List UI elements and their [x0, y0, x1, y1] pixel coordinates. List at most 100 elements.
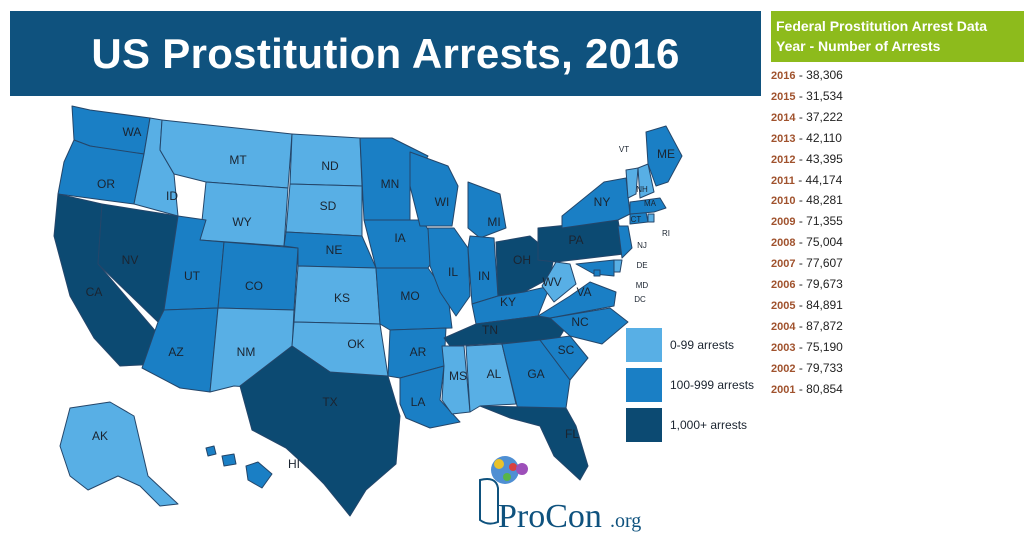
legend-label: 100-999 arrests [670, 378, 754, 392]
arrest-year: 2013 [771, 132, 796, 145]
legend-swatch [626, 408, 662, 442]
state-wv [541, 261, 577, 303]
page-title: US Prostitution Arrests, 2016 [91, 29, 680, 77]
state-al [465, 343, 517, 413]
arrest-year: 2011 [771, 174, 795, 187]
state-ri [647, 213, 655, 223]
state-label-vt: VT [619, 145, 629, 154]
state-label-pa: PA [568, 233, 583, 247]
state-label-wv: WV [542, 275, 561, 289]
row-separator: - [795, 130, 807, 145]
arrest-row: 2009 - 71,355 [771, 212, 1024, 233]
row-separator: - [795, 68, 807, 82]
state-label-hi: HI [288, 457, 300, 471]
arrest-count: 43,395 [806, 151, 843, 166]
arrest-count: 75,190 [806, 339, 843, 354]
arrest-year: 2015 [771, 90, 796, 103]
state-label-wy: WY [232, 215, 251, 229]
state-wi [409, 151, 459, 227]
state-label-ne: NE [326, 243, 343, 257]
arrest-row: 2011 - 44,174 [771, 171, 1024, 192]
state-md [575, 259, 615, 277]
arrest-count: 84,891 [806, 297, 843, 312]
state-label-ga: GA [527, 367, 544, 381]
state-label-nm: NM [237, 345, 256, 359]
state-label-me: ME [657, 147, 675, 161]
arrest-year: 2010 [771, 195, 796, 208]
us-map: WA OR CA NV ID MT WY UT CO AZ NM ND SD NE KS OK TX MN IA MO… [10, 96, 765, 550]
state-label-sd: SD [320, 199, 337, 213]
state-ak [59, 401, 179, 507]
arrest-row: 2003 - 75,190 [771, 338, 1024, 359]
row-separator: - [794, 172, 806, 187]
state-label-mi: MI [487, 215, 500, 229]
state-dc [593, 269, 601, 277]
row-separator: - [795, 297, 807, 312]
row-separator: - [795, 277, 807, 292]
arrest-row: 2010 - 48,281 [771, 191, 1024, 212]
arrest-year: 2002 [771, 362, 796, 375]
arrest-count: 31,534 [806, 88, 843, 103]
state-label-al: AL [487, 367, 502, 381]
state-label-or: OR [97, 177, 115, 191]
state-ma [629, 197, 667, 215]
arrest-year: 2008 [771, 237, 796, 250]
state-mo [375, 267, 453, 331]
state-label-wa: WA [123, 125, 142, 139]
state-de [613, 259, 623, 273]
arrest-row: 2006 - 79,673 [771, 275, 1024, 296]
arrest-count: 71,355 [806, 214, 843, 229]
arrest-year: 2009 [771, 216, 796, 229]
state-ms [441, 345, 471, 415]
state-label-ma: MA [644, 199, 657, 208]
logo-suffix: .org [610, 510, 641, 532]
state-label-fl: FL [565, 427, 579, 441]
state-nh [637, 163, 655, 199]
row-separator: - [795, 381, 807, 396]
state-label-dc: DC [634, 295, 646, 304]
arrest-year: 2016 [771, 70, 796, 82]
state-label-va: VA [576, 285, 591, 299]
arrest-count: 48,281 [806, 193, 843, 208]
state-vt [625, 167, 639, 199]
title-banner: US Prostitution Arrests, 2016 [10, 11, 761, 96]
arrest-year: 2012 [771, 153, 796, 166]
state-label-tn: TN [482, 323, 498, 337]
state-label-ak: AK [92, 429, 108, 443]
state-label-ny: NY [594, 195, 611, 209]
state-label-nd: ND [321, 159, 339, 173]
arrest-row: 2002 - 79,733 [771, 359, 1024, 380]
map-legend: 0-99 arrests 100-999 arrests 1,000+ arrest… [626, 328, 754, 442]
arrest-row: 2015 - 31,534 [771, 87, 1024, 108]
labels-layer: WA OR CA NV ID MT WY UT CO AZ NM ND SD NE KS OK TX MN IA MO… [86, 125, 675, 471]
state-label-ct: CT [631, 215, 642, 224]
row-separator: - [795, 339, 807, 354]
state-sc [539, 335, 589, 381]
state-label-ks: KS [334, 291, 350, 305]
state-label-oh: OH [513, 253, 531, 267]
state-mi [467, 181, 507, 239]
state-label-ok: OK [347, 337, 364, 351]
state-label-sc: SC [558, 343, 575, 357]
arrest-count: 79,733 [806, 360, 843, 375]
states-layer [53, 105, 683, 517]
state-label-nj: NJ [637, 241, 647, 250]
state-label-co: CO [245, 279, 263, 293]
arrest-year: 2003 [771, 341, 796, 354]
arrest-year: 2001 [771, 383, 796, 396]
arrest-year: 2014 [771, 111, 796, 124]
state-label-id: ID [166, 189, 178, 203]
panel-heading: Federal Prostitution Arrest Data Year - … [771, 11, 1024, 62]
arrest-count: 44,174 [805, 172, 843, 187]
state-nc [549, 307, 629, 345]
panel-heading-line2: Year - Number of Arrests [776, 38, 941, 54]
state-label-nv: NV [122, 253, 139, 267]
arrest-list: 2016 - 38,306 2015 - 31,534 2014 - 37,222 2… [771, 66, 1024, 401]
row-separator: - [795, 151, 807, 166]
arrest-row: 2014 - 37,222 [771, 108, 1024, 129]
state-label-la: LA [411, 395, 426, 409]
arrest-row: 2004 - 87,872 [771, 317, 1024, 338]
arrest-year: 2006 [771, 279, 796, 292]
row-separator: - [795, 109, 807, 124]
arrest-year: 2005 [771, 299, 796, 312]
